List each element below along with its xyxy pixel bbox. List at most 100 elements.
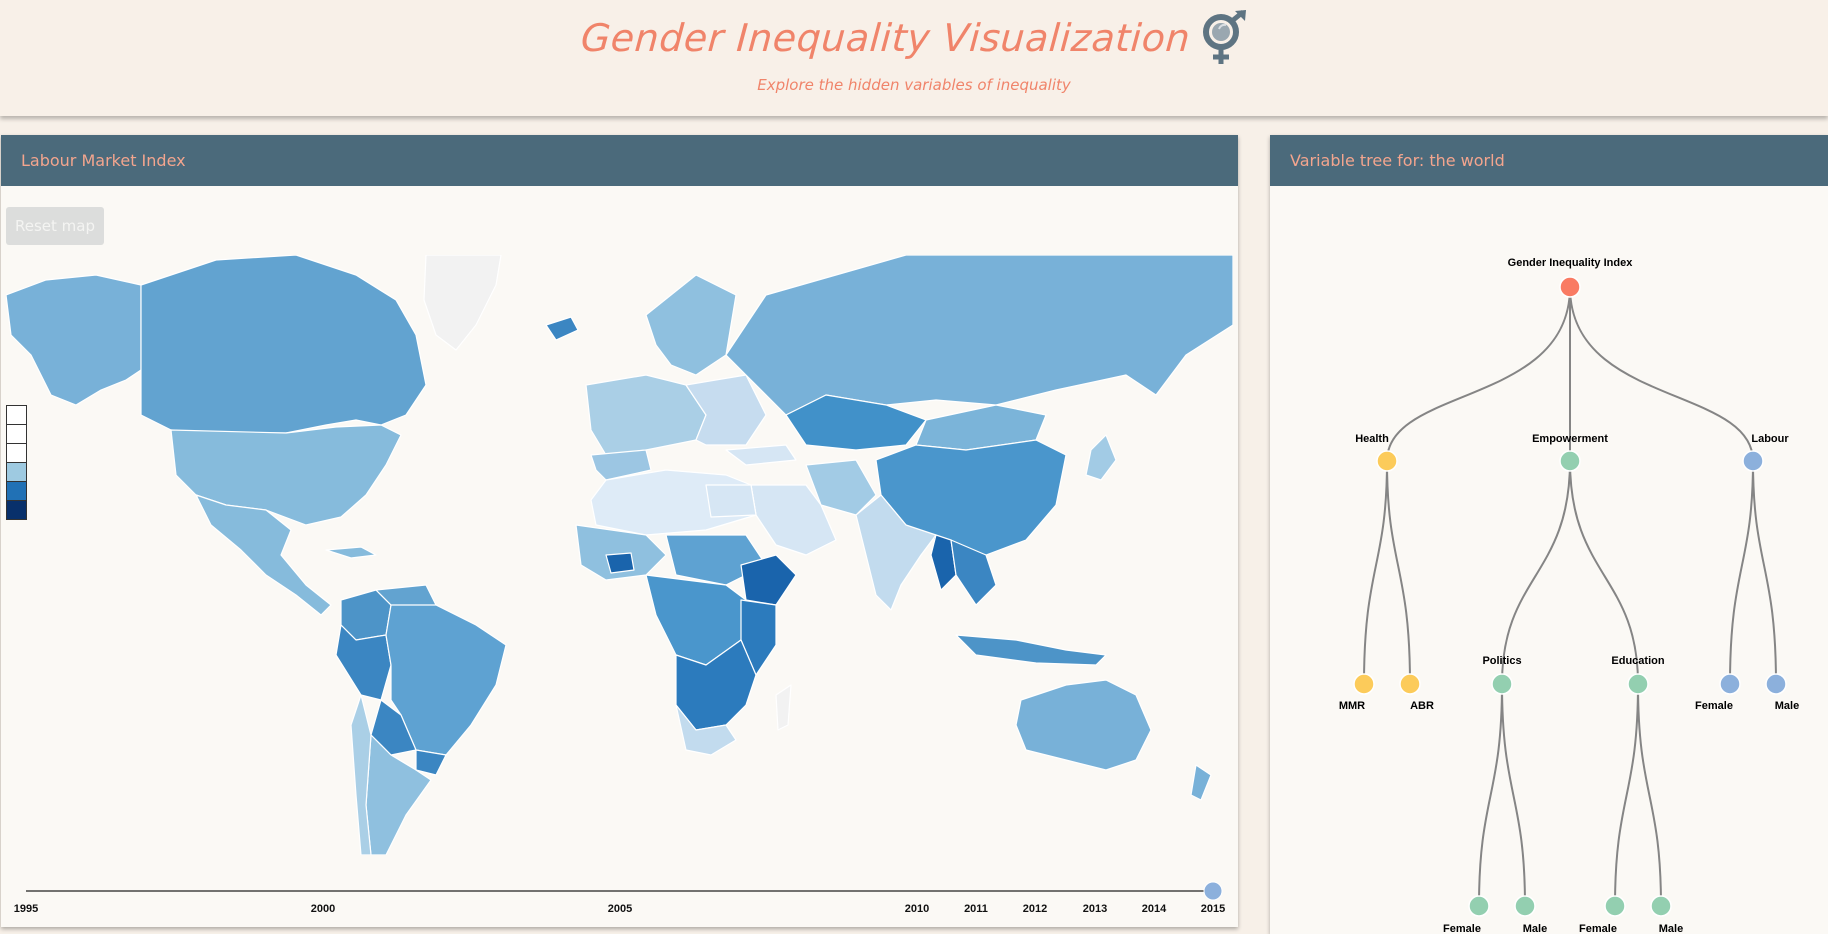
country-se-asia [950, 539, 997, 606]
country-myanmar [930, 534, 957, 591]
country-chile [350, 694, 372, 855]
country-iceland [545, 316, 579, 341]
tree-node-politics-male[interactable] [1514, 895, 1536, 917]
country-bolivia [370, 699, 417, 756]
tree-link [1386, 286, 1571, 462]
tree-link [1386, 460, 1411, 685]
reset-map-button[interactable]: Reset map [6, 207, 104, 245]
tree-node-education-female[interactable] [1604, 895, 1626, 917]
timeline-year-2000[interactable]: 2000 [310, 903, 336, 915]
tree-label-mmr: MMR [1339, 700, 1365, 712]
world-choropleth-map[interactable] [6, 255, 1233, 855]
timeline-year-2012[interactable]: 2012 [1022, 903, 1048, 915]
tree-link [1729, 460, 1754, 685]
tree-label-health: Health [1355, 433, 1389, 445]
country-india [855, 494, 937, 611]
timeline-year-2015[interactable]: 2015 [1200, 903, 1226, 915]
tree-node-labour[interactable] [1742, 450, 1764, 472]
country-indonesia [955, 634, 1107, 666]
timeline-year-2011[interactable]: 2011 [964, 903, 988, 915]
tree-node-labour-male[interactable] [1765, 673, 1787, 695]
tree-label-politics-male: Male [1523, 923, 1547, 934]
legend-swatch [6, 481, 27, 500]
tree-node-health[interactable] [1376, 450, 1398, 472]
tree-link [1501, 460, 1571, 685]
app-subtitle: Explore the hidden variables of inequali… [757, 76, 1071, 94]
year-timeline[interactable]: 1995 2000 2005 2010 2011 2012 2013 2014 … [1, 875, 1238, 925]
tree-label-root: Gender Inequality Index [1508, 257, 1634, 269]
timeline-year-2013[interactable]: 2013 [1082, 903, 1108, 915]
country-burkina [605, 552, 635, 574]
legend-swatch [6, 500, 27, 520]
country-alaska [6, 274, 142, 406]
timeline-year-2010[interactable]: 2010 [904, 903, 930, 915]
tree-link [1569, 460, 1639, 685]
gender-symbol-icon [1203, 10, 1247, 64]
timeline-year-2014[interactable]: 2014 [1141, 903, 1167, 915]
country-turkey [725, 444, 797, 466]
tree-node-mmr[interactable] [1353, 673, 1375, 695]
country-scandinavia [645, 274, 737, 376]
tree-link [1363, 460, 1388, 685]
country-mexico [195, 494, 332, 616]
country-east-africa [740, 599, 777, 676]
tree-label-politics-female: Female [1443, 923, 1481, 934]
country-ethiopia [740, 554, 797, 606]
country-egypt [705, 484, 757, 518]
tree-node-abr[interactable] [1399, 673, 1421, 695]
map-panel-title: Labour Market Index [1, 135, 1238, 186]
country-greenland [423, 255, 502, 351]
tree-label-empowerment: Empowerment [1532, 433, 1608, 445]
tree-node-politics[interactable] [1491, 673, 1513, 695]
tree-node-empowerment[interactable] [1559, 450, 1581, 472]
legend-swatch [6, 462, 27, 481]
timeline-year-1995[interactable]: 1995 [13, 903, 39, 915]
legend-swatch [6, 424, 27, 443]
tree-label-labour-male: Male [1775, 700, 1799, 712]
legend-swatch [6, 443, 27, 462]
country-paraguay [415, 749, 447, 776]
tree-label-politics: Politics [1482, 655, 1521, 667]
tree-node-labour-female[interactable] [1719, 673, 1741, 695]
legend-swatch [6, 405, 27, 424]
tree-node-root[interactable] [1559, 276, 1581, 298]
tree-panel-title: Variable tree for: the world [1270, 135, 1828, 186]
tree-link [1752, 460, 1777, 685]
tree-label-labour-female: Female [1695, 700, 1733, 712]
map-panel: Labour Market Index Reset map [1, 135, 1238, 927]
variable-tree: Gender Inequality Index Health Empowerme… [1339, 257, 1799, 934]
tree-link [1614, 683, 1639, 907]
tree-label-education-female: Female [1579, 923, 1617, 934]
timeline-handle[interactable] [1203, 881, 1223, 901]
country-spain [590, 449, 652, 481]
country-russia [725, 255, 1233, 416]
country-arabia [750, 484, 837, 556]
country-iran [805, 459, 877, 516]
tree-link [1637, 683, 1662, 907]
app-header: Gender Inequality Visualization Explore … [0, 0, 1828, 116]
country-japan [1085, 434, 1117, 481]
tree-link [1501, 683, 1526, 907]
country-cuba [325, 546, 377, 559]
country-canada [140, 255, 427, 434]
tree-node-education[interactable] [1627, 673, 1649, 695]
country-peru [335, 624, 392, 701]
tree-panel: Variable tree for: the world [1270, 135, 1828, 934]
tree-label-education: Education [1611, 655, 1664, 667]
country-madagascar [775, 684, 792, 731]
tree-node-education-male[interactable] [1650, 895, 1672, 917]
country-kazakhstan [785, 394, 927, 451]
tree-label-abr: ABR [1410, 700, 1434, 712]
tree-label-labour: Labour [1751, 433, 1789, 445]
tree-link [1569, 286, 1754, 462]
country-new-zealand [1190, 764, 1212, 801]
country-australia [1015, 679, 1152, 771]
map-legend [6, 405, 28, 520]
country-eastern-europe [685, 374, 767, 446]
tree-node-politics-female[interactable] [1468, 895, 1490, 917]
timeline-year-2005[interactable]: 2005 [607, 903, 633, 915]
tree-link [1478, 683, 1503, 907]
country-south-africa [675, 704, 737, 756]
tree-label-education-male: Male [1659, 923, 1683, 934]
app-title: Gender Inequality Visualization [579, 16, 1192, 60]
